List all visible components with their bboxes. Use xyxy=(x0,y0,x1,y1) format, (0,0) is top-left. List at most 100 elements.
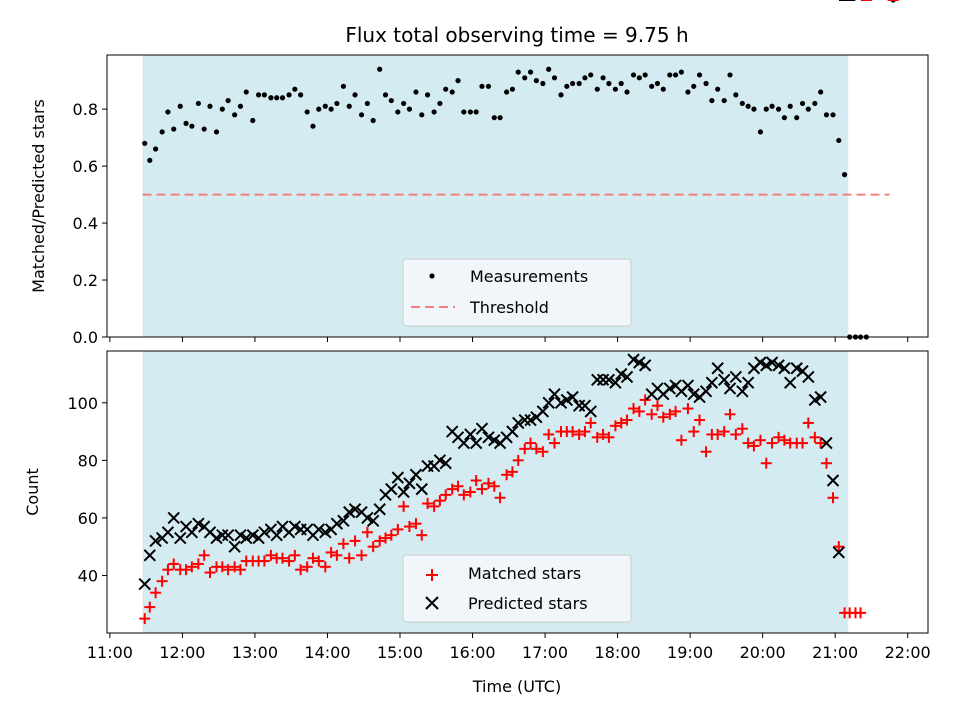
measurement-point xyxy=(775,106,782,112)
x-tick-label: 22:00 xyxy=(885,643,931,662)
matched-stars-point xyxy=(385,529,397,541)
bottom-legend: Matched stars Predicted stars xyxy=(402,554,632,623)
measurement-point xyxy=(364,100,370,107)
measurement-point xyxy=(504,89,510,95)
measurement-point xyxy=(703,80,709,87)
measurement-point xyxy=(588,72,594,78)
measurement-point xyxy=(310,123,316,129)
measurement-point xyxy=(232,112,238,118)
matched-stars-point xyxy=(198,549,210,561)
matched-stars-point xyxy=(331,549,343,561)
measurement-point xyxy=(189,123,195,129)
predicted-stars-point xyxy=(723,382,737,395)
matched-stars-point xyxy=(573,428,585,440)
measurement-point xyxy=(159,129,165,135)
measurement-point xyxy=(551,75,558,81)
measurement-point xyxy=(195,100,201,107)
matched-stars-point xyxy=(597,428,609,440)
measurement-point xyxy=(515,69,521,75)
measurement-point xyxy=(757,129,764,135)
matched-stars-point xyxy=(512,454,524,466)
matched-stars-point xyxy=(416,529,428,541)
y-tick-label: 60 xyxy=(78,509,98,528)
y-tick-label: 80 xyxy=(78,451,98,470)
x-tick-label: 18:00 xyxy=(595,643,641,662)
matched-stars-point xyxy=(615,417,627,429)
measurement-point xyxy=(352,92,358,98)
matched-stars-point xyxy=(815,437,827,449)
matched-stars-point xyxy=(639,394,651,406)
predicted-stars-point xyxy=(221,528,235,542)
measurement-point xyxy=(419,112,425,118)
predicted-stars-point xyxy=(609,376,622,389)
matched-stars-point xyxy=(621,414,633,426)
measurement-point xyxy=(667,72,673,78)
predicted-stars-point xyxy=(741,376,755,389)
measurement-point xyxy=(491,115,497,121)
predicted-stars-point xyxy=(705,376,719,389)
matched-stars-point xyxy=(156,575,168,587)
matched-stars-point xyxy=(168,558,180,570)
measurement-point xyxy=(540,80,546,87)
matched-stars-point xyxy=(446,483,458,495)
matched-stars-legend-marker xyxy=(426,569,438,581)
measurement-point xyxy=(292,86,298,92)
measurement-point xyxy=(370,117,376,124)
matched-stars-point xyxy=(724,408,736,420)
matched-stars-point xyxy=(434,495,446,507)
measurement-point xyxy=(213,129,220,135)
predicted-stars-point xyxy=(778,362,791,375)
matched-stars-point xyxy=(682,403,694,415)
matched-stars-point xyxy=(144,601,156,613)
matched-stars-point xyxy=(229,561,241,573)
matched-stars-point xyxy=(139,613,151,625)
measurement-point xyxy=(243,89,249,95)
matched-stars-point xyxy=(476,483,488,495)
matched-stars-point xyxy=(325,546,337,558)
measurement-point xyxy=(763,106,769,112)
predicted-stars-point xyxy=(717,373,731,386)
measurement-point xyxy=(274,95,280,101)
matched-stars-point xyxy=(525,437,537,449)
matched-stars-point xyxy=(356,549,368,561)
matched-stars-point xyxy=(855,607,867,619)
measurement-point xyxy=(449,89,455,95)
measurement-point xyxy=(558,92,564,98)
predicted-stars-point xyxy=(391,471,405,484)
matched-stars-point xyxy=(688,426,700,438)
measurement-point xyxy=(388,97,394,104)
matched-stars-point xyxy=(628,403,640,415)
matched-stars-point xyxy=(802,417,814,429)
matched-stars-point xyxy=(410,518,422,530)
measurement-point xyxy=(346,103,352,109)
measurement-point xyxy=(316,106,322,112)
measurement-point xyxy=(152,146,159,152)
measurement-point xyxy=(334,100,340,107)
measurement-point xyxy=(685,89,691,95)
measurement-point xyxy=(395,109,401,115)
measurement-point xyxy=(745,103,751,109)
matched-stars-legend-label: Matched stars xyxy=(468,564,581,583)
x-tick-label: 20:00 xyxy=(740,643,786,662)
predicted-stars-point xyxy=(366,514,380,527)
matched-stars-point xyxy=(428,500,440,512)
measurement-point xyxy=(624,89,630,95)
measurement-point xyxy=(805,106,811,112)
matched-stars-point xyxy=(222,564,234,576)
matched-stars-point xyxy=(265,549,277,561)
measurement-point xyxy=(298,92,304,98)
predicted-stars-point xyxy=(536,405,550,418)
predicted-stars-point xyxy=(415,482,428,496)
predicted-stars-point xyxy=(699,385,713,398)
predicted-stars-point xyxy=(820,436,833,450)
measurement-point xyxy=(201,126,207,132)
predicted-stars-point xyxy=(161,526,175,539)
matched-stars-point xyxy=(718,426,730,438)
measurement-point xyxy=(691,83,697,89)
matched-stars-point xyxy=(283,555,295,567)
matched-stars-point xyxy=(319,561,331,573)
bottom-plot-frame xyxy=(106,350,929,634)
matched-stars-point xyxy=(833,541,845,553)
measurement-point xyxy=(473,109,479,115)
measurement-point xyxy=(769,103,775,109)
